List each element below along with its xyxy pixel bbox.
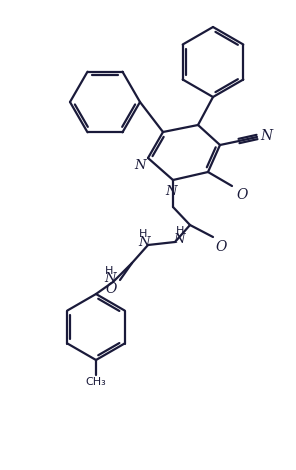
- Text: CH₃: CH₃: [86, 377, 106, 387]
- Text: O: O: [106, 282, 117, 296]
- Text: N: N: [138, 235, 150, 249]
- Text: H: H: [139, 229, 147, 239]
- Text: N: N: [173, 233, 185, 245]
- Text: N: N: [134, 158, 146, 172]
- Text: N: N: [260, 129, 272, 143]
- Text: H: H: [105, 266, 113, 276]
- Text: O: O: [236, 188, 247, 202]
- Text: H: H: [176, 226, 184, 236]
- Text: O: O: [215, 240, 226, 254]
- Text: N: N: [165, 185, 177, 197]
- Text: N: N: [104, 273, 116, 285]
